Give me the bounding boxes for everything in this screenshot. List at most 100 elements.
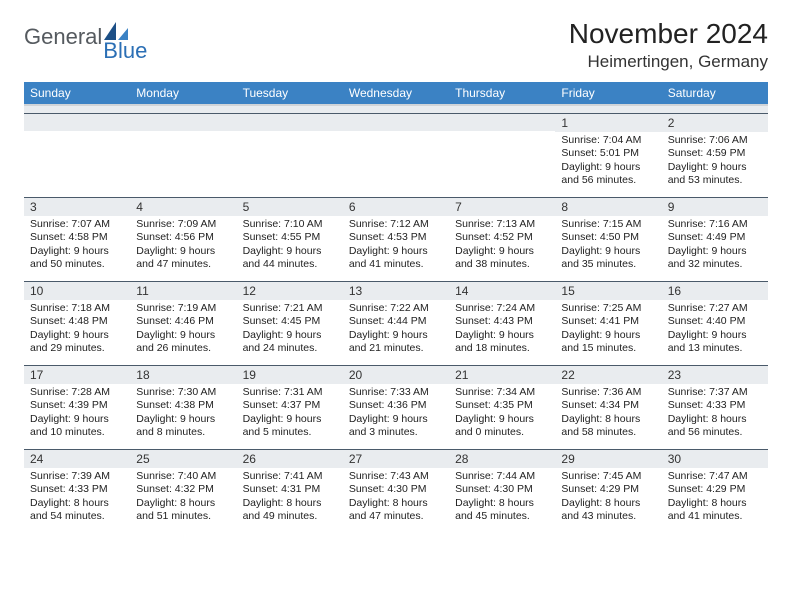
weekday-header: Wednesday [343,82,449,105]
day-number: 1 [555,114,661,132]
calendar-empty-cell [24,113,130,197]
calendar-day-cell: 14Sunrise: 7:24 AMSunset: 4:43 PMDayligh… [449,281,555,365]
spacer-row [24,105,768,113]
calendar-empty-cell [130,113,236,197]
calendar-body: 1Sunrise: 7:04 AMSunset: 5:01 PMDaylight… [24,105,768,533]
calendar-day-cell: 4Sunrise: 7:09 AMSunset: 4:56 PMDaylight… [130,197,236,281]
day-detail: Sunrise: 7:24 AMSunset: 4:43 PMDaylight:… [449,300,555,361]
day-detail: Sunrise: 7:44 AMSunset: 4:30 PMDaylight:… [449,468,555,529]
calendar-day-cell: 2Sunrise: 7:06 AMSunset: 4:59 PMDaylight… [662,113,768,197]
day-detail: Sunrise: 7:22 AMSunset: 4:44 PMDaylight:… [343,300,449,361]
calendar-day-cell: 29Sunrise: 7:45 AMSunset: 4:29 PMDayligh… [555,449,661,533]
calendar-day-cell: 16Sunrise: 7:27 AMSunset: 4:40 PMDayligh… [662,281,768,365]
weekday-header: Sunday [24,82,130,105]
day-number: 30 [662,450,768,468]
calendar-day-cell: 21Sunrise: 7:34 AMSunset: 4:35 PMDayligh… [449,365,555,449]
calendar-day-cell: 17Sunrise: 7:28 AMSunset: 4:39 PMDayligh… [24,365,130,449]
day-detail: Sunrise: 7:21 AMSunset: 4:45 PMDaylight:… [237,300,343,361]
day-number: 24 [24,450,130,468]
day-number: 26 [237,450,343,468]
day-detail: Sunrise: 7:15 AMSunset: 4:50 PMDaylight:… [555,216,661,277]
month-title: November 2024 [569,18,768,50]
calendar-day-cell: 10Sunrise: 7:18 AMSunset: 4:48 PMDayligh… [24,281,130,365]
day-number: 13 [343,282,449,300]
calendar-day-cell: 23Sunrise: 7:37 AMSunset: 4:33 PMDayligh… [662,365,768,449]
brand-logo: General Blue [24,18,177,50]
day-detail: Sunrise: 7:45 AMSunset: 4:29 PMDaylight:… [555,468,661,529]
day-number: 27 [343,450,449,468]
day-detail: Sunrise: 7:18 AMSunset: 4:48 PMDaylight:… [24,300,130,361]
day-detail: Sunrise: 7:43 AMSunset: 4:30 PMDaylight:… [343,468,449,529]
day-detail: Sunrise: 7:10 AMSunset: 4:55 PMDaylight:… [237,216,343,277]
calendar-day-cell: 13Sunrise: 7:22 AMSunset: 4:44 PMDayligh… [343,281,449,365]
brand-blue: Blue [103,38,147,64]
calendar-empty-cell [237,113,343,197]
calendar-page: General Blue November 2024 Heimertingen,… [0,0,792,551]
day-number: 3 [24,198,130,216]
day-number: 5 [237,198,343,216]
calendar-empty-cell [343,113,449,197]
calendar-table: SundayMondayTuesdayWednesdayThursdayFrid… [24,82,768,533]
weekday-header: Thursday [449,82,555,105]
day-detail: Sunrise: 7:28 AMSunset: 4:39 PMDaylight:… [24,384,130,445]
calendar-day-cell: 25Sunrise: 7:40 AMSunset: 4:32 PMDayligh… [130,449,236,533]
day-number: 21 [449,366,555,384]
day-number: 20 [343,366,449,384]
day-detail: Sunrise: 7:07 AMSunset: 4:58 PMDaylight:… [24,216,130,277]
day-number: 14 [449,282,555,300]
brand-general: General [24,24,102,50]
day-number: 4 [130,198,236,216]
day-number: 8 [555,198,661,216]
calendar-day-cell: 9Sunrise: 7:16 AMSunset: 4:49 PMDaylight… [662,197,768,281]
day-detail: Sunrise: 7:25 AMSunset: 4:41 PMDaylight:… [555,300,661,361]
calendar-day-cell: 8Sunrise: 7:15 AMSunset: 4:50 PMDaylight… [555,197,661,281]
calendar-day-cell: 3Sunrise: 7:07 AMSunset: 4:58 PMDaylight… [24,197,130,281]
day-number: 23 [662,366,768,384]
day-detail: Sunrise: 7:30 AMSunset: 4:38 PMDaylight:… [130,384,236,445]
calendar-day-cell: 15Sunrise: 7:25 AMSunset: 4:41 PMDayligh… [555,281,661,365]
day-detail: Sunrise: 7:47 AMSunset: 4:29 PMDaylight:… [662,468,768,529]
calendar-day-cell: 26Sunrise: 7:41 AMSunset: 4:31 PMDayligh… [237,449,343,533]
day-detail: Sunrise: 7:12 AMSunset: 4:53 PMDaylight:… [343,216,449,277]
location: Heimertingen, Germany [569,52,768,72]
day-number: 16 [662,282,768,300]
day-number: 18 [130,366,236,384]
day-number: 7 [449,198,555,216]
day-detail: Sunrise: 7:04 AMSunset: 5:01 PMDaylight:… [555,132,661,193]
day-number: 9 [662,198,768,216]
weekday-header: Tuesday [237,82,343,105]
day-number: 12 [237,282,343,300]
day-number: 22 [555,366,661,384]
calendar-day-cell: 5Sunrise: 7:10 AMSunset: 4:55 PMDaylight… [237,197,343,281]
calendar-day-cell: 24Sunrise: 7:39 AMSunset: 4:33 PMDayligh… [24,449,130,533]
weekday-header: Monday [130,82,236,105]
day-number: 15 [555,282,661,300]
weekday-row: SundayMondayTuesdayWednesdayThursdayFrid… [24,82,768,105]
day-detail: Sunrise: 7:27 AMSunset: 4:40 PMDaylight:… [662,300,768,361]
calendar-day-cell: 1Sunrise: 7:04 AMSunset: 5:01 PMDaylight… [555,113,661,197]
calendar-day-cell: 27Sunrise: 7:43 AMSunset: 4:30 PMDayligh… [343,449,449,533]
day-number: 28 [449,450,555,468]
day-number: 2 [662,114,768,132]
day-number: 29 [555,450,661,468]
calendar-day-cell: 19Sunrise: 7:31 AMSunset: 4:37 PMDayligh… [237,365,343,449]
calendar-day-cell: 11Sunrise: 7:19 AMSunset: 4:46 PMDayligh… [130,281,236,365]
day-number: 19 [237,366,343,384]
calendar-empty-cell [449,113,555,197]
calendar-week-row: 1Sunrise: 7:04 AMSunset: 5:01 PMDaylight… [24,113,768,197]
calendar-day-cell: 18Sunrise: 7:30 AMSunset: 4:38 PMDayligh… [130,365,236,449]
day-detail: Sunrise: 7:41 AMSunset: 4:31 PMDaylight:… [237,468,343,529]
calendar-head: SundayMondayTuesdayWednesdayThursdayFrid… [24,82,768,105]
calendar-day-cell: 28Sunrise: 7:44 AMSunset: 4:30 PMDayligh… [449,449,555,533]
header: General Blue November 2024 Heimertingen,… [24,18,768,72]
day-detail: Sunrise: 7:19 AMSunset: 4:46 PMDaylight:… [130,300,236,361]
calendar-day-cell: 30Sunrise: 7:47 AMSunset: 4:29 PMDayligh… [662,449,768,533]
day-detail: Sunrise: 7:36 AMSunset: 4:34 PMDaylight:… [555,384,661,445]
day-detail: Sunrise: 7:39 AMSunset: 4:33 PMDaylight:… [24,468,130,529]
weekday-header: Friday [555,82,661,105]
weekday-header: Saturday [662,82,768,105]
calendar-week-row: 3Sunrise: 7:07 AMSunset: 4:58 PMDaylight… [24,197,768,281]
day-number: 6 [343,198,449,216]
calendar-week-row: 24Sunrise: 7:39 AMSunset: 4:33 PMDayligh… [24,449,768,533]
calendar-day-cell: 12Sunrise: 7:21 AMSunset: 4:45 PMDayligh… [237,281,343,365]
